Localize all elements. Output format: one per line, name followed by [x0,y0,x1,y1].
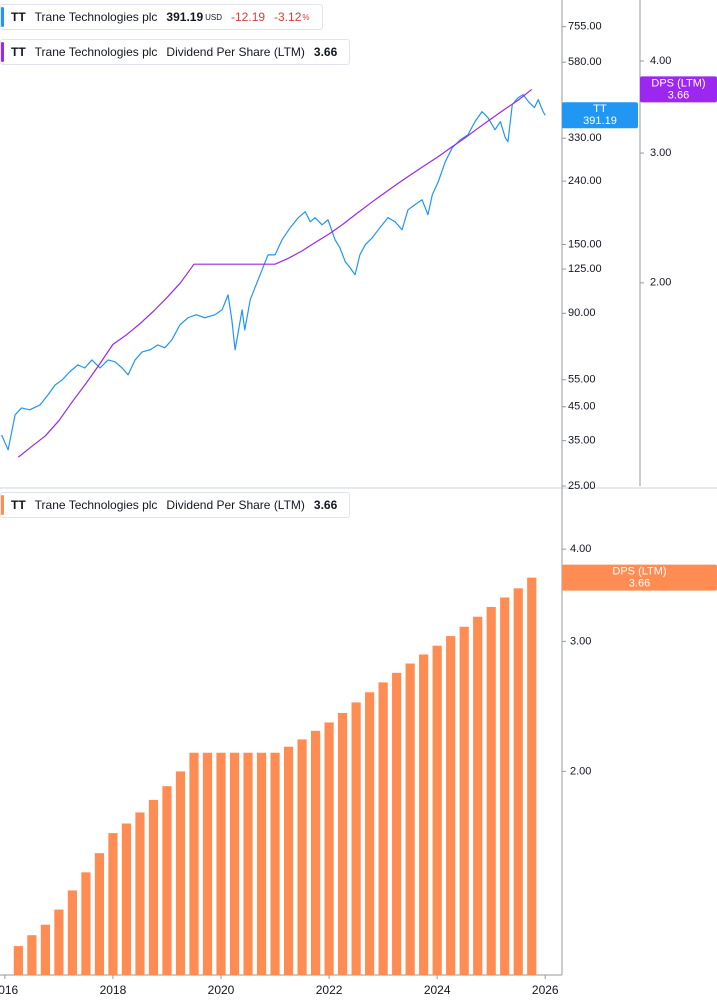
bar [175,771,186,975]
bar [351,702,361,975]
x-tick-label: 2020 [208,983,235,997]
bar [81,872,91,975]
y-tick-label: 755.00 [568,21,602,33]
bar [229,752,240,975]
badge-name: TT [593,103,607,115]
bar [121,823,132,975]
y-tick-label: 240.00 [568,175,602,187]
badge-name: DPS (LTM) [612,566,666,578]
bar [338,712,348,975]
legend-change: -12.19 [231,10,266,24]
bar [459,626,469,975]
y-tick-label: 4.00 [650,55,671,67]
legend-name: Trane Technologies plc [34,45,158,59]
bar [94,853,105,975]
y-tick-label: 90.00 [568,307,596,319]
y-tick-label: 35.00 [568,435,596,447]
legend-name: Trane Technologies plc [34,10,158,24]
dps-legend: TT Trane Technologies plc Dividend Per S… [0,39,351,65]
legend-last: 3.66 [313,498,338,512]
legend-strip [1,42,4,62]
bar [243,752,253,975]
legend-strip [1,495,4,515]
price-badge [640,76,717,103]
y-tick-label: 3.00 [650,147,671,159]
price-badge [562,102,638,129]
bar [202,752,213,975]
bar [513,588,523,975]
bar [419,654,429,975]
x-tick-label: 2024 [424,983,451,997]
badge-value: 391.19 [583,115,617,127]
bar [527,577,537,975]
price-legend: TT Trane Technologies plc 391.19 USD -12… [0,4,323,30]
y-tick-label: 330.00 [568,132,602,144]
legend-metric: Dividend Per Share (LTM) [166,498,305,512]
y-tick-label: 45.00 [568,401,596,413]
x-tick-label: 2016 [0,983,19,997]
bar [446,636,456,975]
bar [365,692,375,975]
bar [324,722,334,975]
bar [67,890,78,975]
legend-name: Trane Technologies plc [34,498,158,512]
badge-name: DPS (LTM) [651,77,705,89]
bar [216,752,226,975]
y-tick-label: 125.00 [568,263,602,275]
bar [162,786,172,975]
legend-metric: Dividend Per Share (LTM) [166,45,305,59]
bar [256,752,267,975]
series-line [17,88,533,458]
y-tick-label: 2.00 [570,765,591,777]
y-tick-label: 2.00 [650,277,671,289]
bar [392,672,402,975]
bar [108,833,118,975]
bar [473,616,483,975]
price-badge [562,564,717,591]
bar [135,812,145,975]
y-tick-label: 3.00 [570,635,591,647]
badge-value: 3.66 [629,578,650,590]
bar [310,730,321,975]
legend-strip [1,7,4,27]
bar [13,946,23,975]
legend-change-pct: -3.12 [274,10,302,24]
bar [148,799,159,975]
bar [297,739,307,975]
badge-value: 3.66 [668,89,689,101]
y-tick-label: 25.00 [568,480,596,492]
bar [405,663,415,975]
bar [500,597,510,975]
y-tick-label: 150.00 [568,238,602,250]
legend-last: 3.66 [313,45,338,59]
y-tick-label: 4.00 [570,543,591,555]
bar [283,746,294,975]
x-tick-label: 2022 [316,983,343,997]
y-tick-label: 55.00 [568,374,596,386]
bar [270,752,280,975]
bar [378,682,388,975]
bar [486,606,496,975]
y-tick-label: 580.00 [568,56,602,68]
dps-bar-legend: TT Trane Technologies plc Dividend Per S… [0,492,351,518]
legend-pct-unit: % [302,12,310,22]
bar [40,924,50,975]
legend-last: 391.19 [166,10,204,24]
bar [27,935,37,975]
bar [189,752,199,975]
x-tick-label: 2026 [532,983,559,997]
x-tick-label: 2018 [100,983,127,997]
series-line [1,94,546,451]
legend-symbol: TT [11,10,26,24]
legend-currency: USD [205,12,223,22]
legend-symbol: TT [11,45,26,59]
bar [54,909,64,975]
legend-symbol: TT [11,498,26,512]
bar [432,645,442,975]
